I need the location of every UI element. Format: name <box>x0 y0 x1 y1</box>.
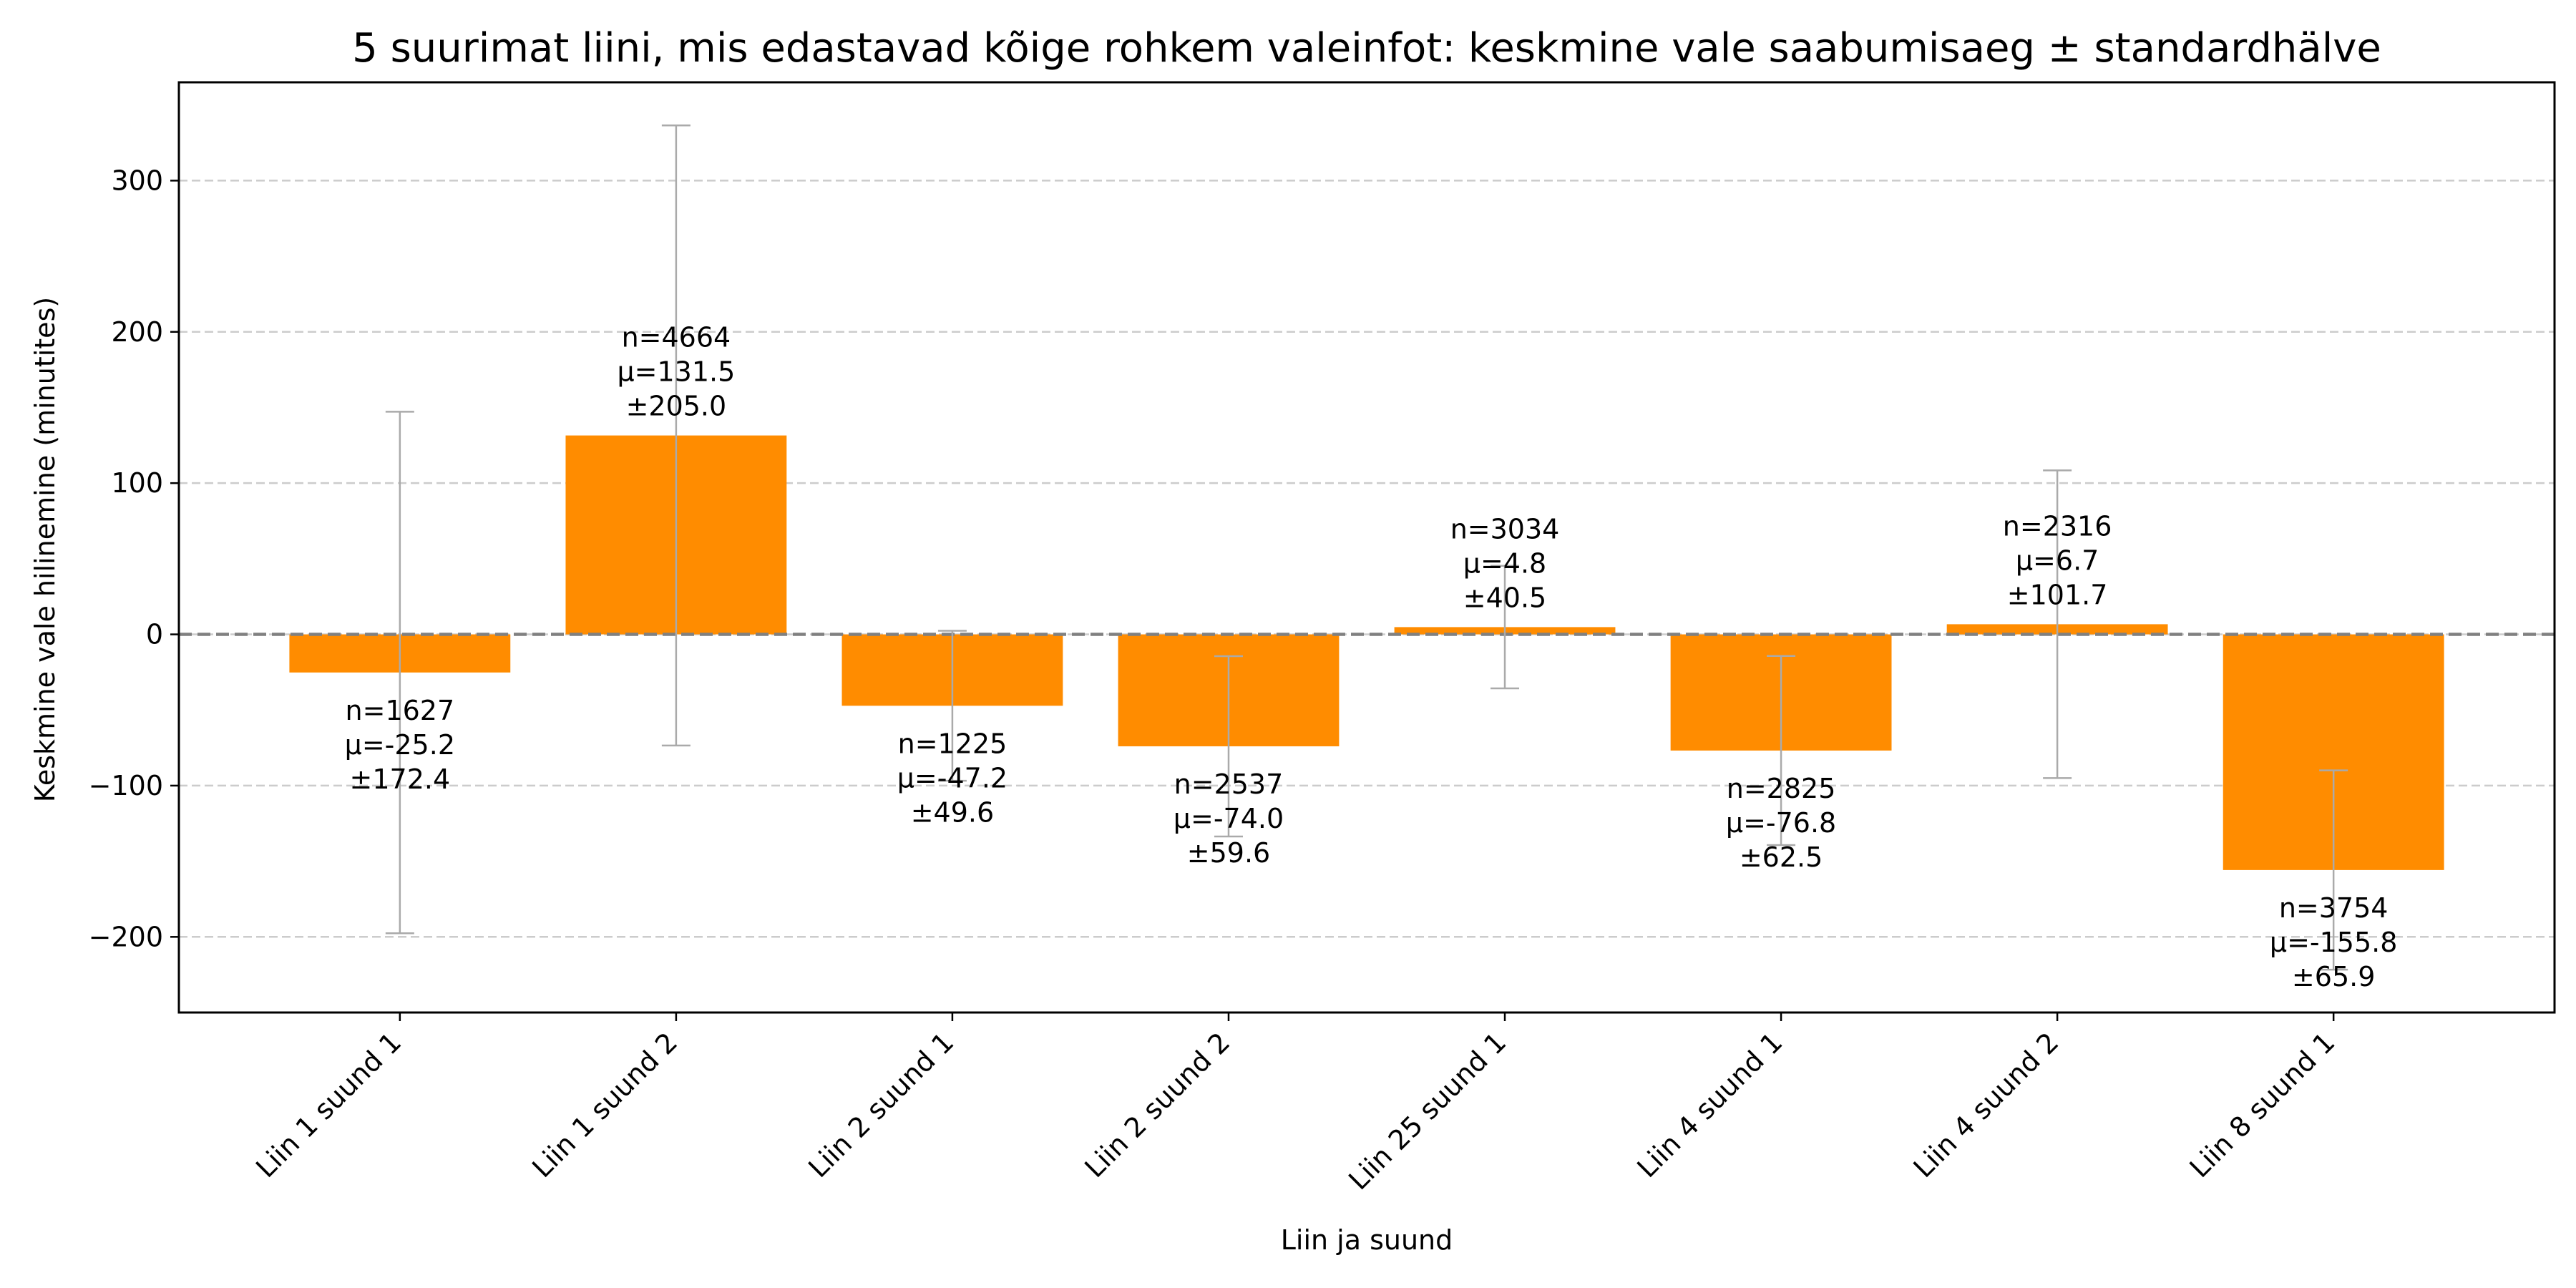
data-label: n=2825 <box>1727 773 1836 804</box>
data-label: μ=4.8 <box>1463 547 1546 579</box>
data-label: μ=-76.8 <box>1726 807 1836 839</box>
data-label: ±172.4 <box>350 763 451 795</box>
data-label: n=2316 <box>2003 510 2112 542</box>
error-bar-layer <box>385 124 2348 971</box>
data-label: n=2537 <box>1174 769 1284 800</box>
data-label: ±65.9 <box>2292 961 2375 992</box>
data-label: ±59.6 <box>1187 837 1270 869</box>
x-axis-label: Liin ja suund <box>1281 1224 1453 1256</box>
y-tick-label: 300 <box>111 165 163 196</box>
data-label: ±205.0 <box>626 391 727 422</box>
y-tick-label: 200 <box>111 316 163 348</box>
plot-area-frame <box>177 81 2556 1014</box>
data-label: n=3754 <box>2279 892 2389 924</box>
y-tick-label: 100 <box>111 467 163 499</box>
data-label: n=3034 <box>1450 513 1560 545</box>
data-label: μ=-25.2 <box>345 729 455 761</box>
data-label: μ=-47.2 <box>897 762 1008 794</box>
data-label: ±101.7 <box>2007 579 2108 610</box>
data-label: ±49.6 <box>911 796 994 828</box>
data-label: μ=6.7 <box>2016 545 2099 576</box>
data-label: n=1225 <box>898 728 1008 759</box>
y-axis-ticks: −200 −100 0 100 200 300 <box>89 165 179 952</box>
y-tick-label: 0 <box>146 619 163 650</box>
data-label: μ=-155.8 <box>2270 927 2398 958</box>
y-axis-label: Keskmine vale hilinemine (minutites) <box>29 297 61 802</box>
data-label: n=1627 <box>346 695 455 726</box>
chart-title: 5 suurimat liini, mis edastavad kõige ro… <box>352 25 2381 72</box>
data-label: μ=-74.0 <box>1174 803 1284 834</box>
data-label: ±62.5 <box>1740 841 1823 873</box>
y-tick-label: −200 <box>89 921 163 952</box>
y-tick-label: −100 <box>89 770 163 801</box>
data-label: n=4664 <box>622 322 731 353</box>
data-label: ±40.5 <box>1463 582 1546 613</box>
grid-layer <box>179 180 2555 938</box>
data-label: μ=131.5 <box>617 356 735 388</box>
